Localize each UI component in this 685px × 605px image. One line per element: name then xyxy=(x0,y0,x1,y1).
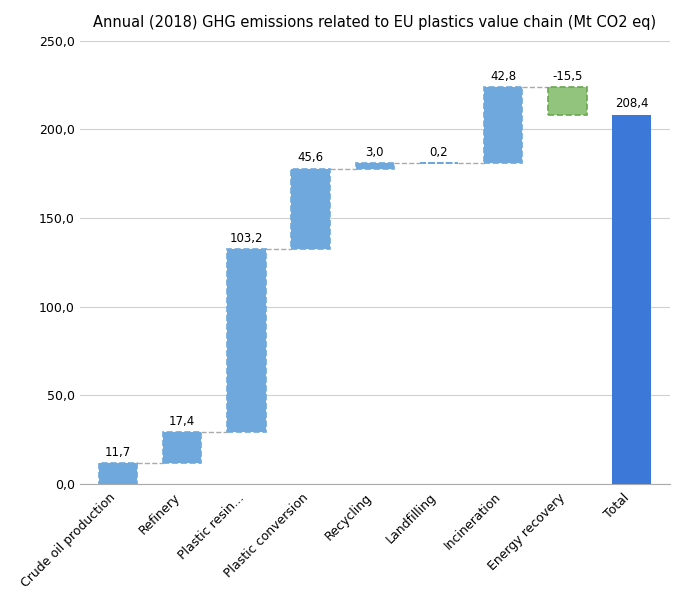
Text: 3,0: 3,0 xyxy=(366,146,384,159)
Title: Annual (2018) GHG emissions related to EU plastics value chain (Mt CO2 eq): Annual (2018) GHG emissions related to E… xyxy=(93,15,656,30)
Text: 17,4: 17,4 xyxy=(169,415,195,428)
Bar xyxy=(548,87,586,114)
Bar xyxy=(99,463,137,484)
Text: 11,7: 11,7 xyxy=(105,446,132,459)
Text: 103,2: 103,2 xyxy=(229,232,263,245)
Text: 45,6: 45,6 xyxy=(297,151,323,164)
Text: 42,8: 42,8 xyxy=(490,70,516,83)
Bar xyxy=(291,169,330,249)
Bar xyxy=(548,87,586,114)
Text: -15,5: -15,5 xyxy=(552,70,582,83)
Bar xyxy=(99,463,137,484)
Bar xyxy=(163,433,201,463)
Text: 208,4: 208,4 xyxy=(614,97,648,110)
Bar xyxy=(163,433,201,463)
Bar xyxy=(612,114,651,484)
Bar xyxy=(356,163,394,169)
Bar xyxy=(227,249,266,433)
Bar xyxy=(227,249,266,433)
Bar xyxy=(484,87,523,163)
Bar xyxy=(356,163,394,169)
Bar xyxy=(484,87,523,163)
Bar xyxy=(291,169,330,249)
Text: 0,2: 0,2 xyxy=(429,146,448,159)
